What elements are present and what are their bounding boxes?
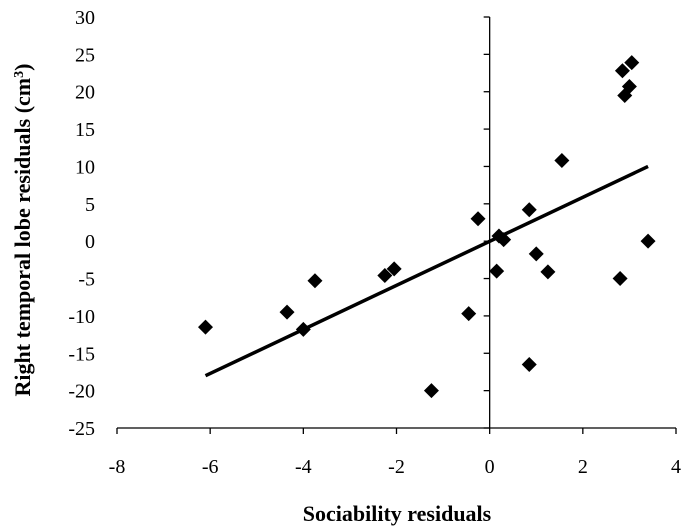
y-tick-label: 0 (85, 231, 95, 253)
data-point (198, 319, 214, 335)
y-tick-label: -25 (68, 418, 95, 440)
x-axis-title: Sociability residuals (303, 501, 492, 526)
x-tick-label: -8 (109, 456, 126, 478)
data-point (540, 264, 556, 280)
trendline (204, 164, 649, 378)
y-axis-title-superscript: 3 (12, 71, 27, 78)
x-tick-label: 4 (671, 456, 681, 478)
y-axis-title-close: ) (10, 64, 35, 71)
y-tick-label: -5 (78, 269, 95, 291)
data-point (614, 63, 630, 79)
x-tick-label: -2 (388, 456, 405, 478)
data-point (640, 233, 656, 249)
y-tick-label: 10 (75, 156, 95, 178)
trendline-layer (204, 164, 649, 378)
data-point (612, 271, 628, 287)
data-point (528, 246, 544, 262)
y-tick-label: 20 (75, 82, 95, 104)
y-tick-label: -15 (68, 343, 95, 365)
y-tick-label: -20 (68, 381, 95, 403)
data-point (461, 306, 477, 322)
x-axis: -8 -6 -4 -2 0 2 4 (109, 427, 681, 478)
data-point (295, 321, 311, 337)
data-point (470, 211, 486, 227)
y-axis: -25 -20 -15 -10 -5 0 5 10 15 20 25 30 (68, 7, 491, 440)
y-tick-label: 25 (75, 44, 95, 66)
x-tick-label: 2 (578, 456, 588, 478)
data-point (496, 232, 512, 248)
data-point (377, 268, 393, 284)
data-point (521, 202, 537, 218)
data-point (621, 78, 637, 94)
y-tick-label: -10 (68, 306, 95, 328)
y-tick-label: 5 (85, 194, 95, 216)
data-point (423, 383, 439, 399)
y-axis-title-main: Right temporal lobe residuals (cm (10, 78, 35, 397)
data-point (554, 152, 570, 168)
y-tick-label: 30 (75, 7, 95, 29)
data-point (307, 273, 323, 289)
data-point (279, 304, 295, 320)
data-point (624, 55, 640, 71)
data-point (521, 356, 537, 372)
y-axis-title: Right temporal lobe residuals (cm3) (10, 64, 35, 397)
y-tick-label: 15 (75, 119, 95, 141)
x-tick-label: -6 (202, 456, 219, 478)
points-layer (198, 55, 656, 399)
data-point (386, 261, 402, 277)
data-point (489, 263, 505, 279)
x-tick-label: -4 (295, 456, 312, 478)
x-tick-label: 0 (485, 456, 495, 478)
